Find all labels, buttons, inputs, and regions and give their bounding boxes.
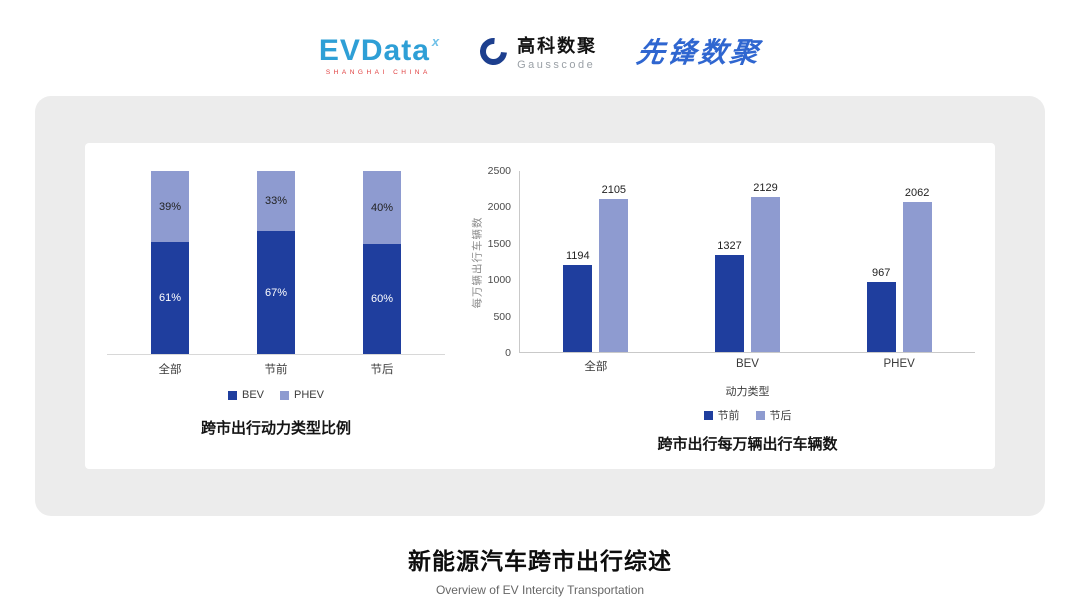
bar-节后 <box>750 197 780 352</box>
evdata-logo-text: EVData x <box>319 26 440 67</box>
category-label: 节后 <box>370 364 394 376</box>
proportion-categories: 全部 节前 节后 <box>107 361 445 377</box>
volume-categories: 全部 BEV PHEV <box>520 358 975 374</box>
gausscode-en-name: Gausscode <box>517 58 596 71</box>
value-label: 1194 <box>566 250 590 263</box>
y-tick-label: 1500 <box>487 237 511 250</box>
footer: 新能源汽车跨市出行综述 Overview of EV Intercity Tra… <box>408 542 672 597</box>
bar-group: 967 2062 <box>866 186 932 352</box>
stacked-bar: 39% 61% <box>151 171 189 354</box>
bar-with-label: 2105 <box>599 183 629 352</box>
category-label: 全部 <box>584 361 608 373</box>
category-label: PHEV <box>883 358 915 370</box>
segment-BEV: 67% <box>257 231 295 354</box>
proportion-plot: 39% 61% 33% 67% 40% 60% <box>107 171 445 355</box>
volume-legend: 节前 节后 <box>520 407 975 423</box>
bar-group: 1327 2129 <box>714 182 780 352</box>
pioneer-logo: 先锋数聚 <box>634 37 764 68</box>
bar-节前 <box>714 255 744 352</box>
bar-节前 <box>563 265 593 352</box>
proportion-chart: 39% 61% 33% 67% 40% 60% 全部 节前 节后 BEV PHEV 跨市出行动力… <box>107 171 445 469</box>
gausscode-logo: 高科数聚 Gausscode <box>474 31 597 71</box>
value-label: 2062 <box>904 186 930 199</box>
value-label: 967 <box>871 266 891 279</box>
legend-label: 节后 <box>769 410 792 422</box>
legend-label: BEV <box>242 389 265 401</box>
chart-card: 39% 61% 33% 67% 40% 60% 全部 节前 节后 BEV PHEV 跨市出行动力… <box>85 143 995 469</box>
legend-item: 节后 <box>755 407 792 423</box>
chart-panel: 39% 61% 33% 67% 40% 60% 全部 节前 节后 BEV PHEV 跨市出行动力… <box>35 96 1045 516</box>
legend-swatch-节前 <box>703 410 713 420</box>
y-tick-label: 2000 <box>487 201 511 214</box>
evdata-logo: EVData x SHANGHAI CHINA <box>319 26 440 76</box>
y-tick-label: 0 <box>505 347 511 359</box>
y-tick-label: 2500 <box>487 165 511 177</box>
segment-PHEV: 39% <box>151 171 189 243</box>
stacked-bar: 33% 67% <box>257 171 295 354</box>
value-label: 2105 <box>601 183 627 196</box>
gausscode-icon <box>474 31 513 71</box>
y-axis-label: 每万辆出行车辆数 <box>471 216 484 308</box>
evdata-kite-icon: x <box>431 34 441 49</box>
legend-swatch-BEV <box>228 390 237 400</box>
page-title: 新能源汽车跨市出行综述 <box>408 548 672 574</box>
y-tick-label: 500 <box>493 310 511 323</box>
volume-plot-area: 每万辆出行车辆数 0 500 1000 1500 2000 2500 1194 2105 13… <box>469 165 975 359</box>
gausscode-logo-text: 高科数聚 Gausscode <box>517 32 597 71</box>
segment-BEV: 61% <box>151 242 189 354</box>
bar-节前 <box>866 281 896 352</box>
legend-label: PHEV <box>294 389 324 401</box>
y-axis-ticks: 0 500 1000 1500 2000 2500 <box>485 165 519 359</box>
segment-PHEV: 33% <box>257 171 295 232</box>
gausscode-cn-name: 高科数聚 <box>517 35 598 56</box>
segment-PHEV: 40% <box>363 171 401 245</box>
y-tick-label: 1000 <box>487 274 511 287</box>
proportion-chart-title: 跨市出行动力类型比例 <box>200 420 351 437</box>
header-logos: EVData x SHANGHAI CHINA 高科数聚 Gausscode 先锋… <box>319 20 764 82</box>
y-axis-label-wrap: 每万辆出行车辆数 <box>469 171 485 353</box>
legend-label: 节前 <box>717 410 740 422</box>
bar-节后 <box>902 201 932 352</box>
volume-plot: 1194 2105 1327 2129 967 2062 <box>519 171 975 353</box>
bar-with-label: 2129 <box>750 182 780 352</box>
volume-chart-title: 跨市出行每万辆出行车辆数 <box>657 436 838 453</box>
stacked-bar: 40% 60% <box>363 171 401 354</box>
legend-item: 节前 <box>703 407 740 423</box>
evdata-logo-subtext: SHANGHAI CHINA <box>325 69 431 76</box>
bar-with-label: 1194 <box>563 250 593 352</box>
value-label: 2129 <box>753 182 778 195</box>
bar-with-label: 1327 <box>714 240 744 352</box>
bar-group: 1194 2105 <box>563 183 629 352</box>
proportion-legend: BEV PHEV <box>107 389 445 401</box>
bar-with-label: 2062 <box>902 186 932 352</box>
x-axis-label: 动力类型 <box>725 386 770 398</box>
legend-item: BEV <box>228 389 264 401</box>
evdata-wordmark: EVData <box>318 34 430 67</box>
category-label: 节前 <box>264 364 288 376</box>
page-subtitle: Overview of EV Intercity Transportation <box>435 583 645 597</box>
value-label: 1327 <box>717 240 742 253</box>
category-label: 全部 <box>158 364 182 376</box>
bar-节后 <box>599 198 629 352</box>
volume-chart: 每万辆出行车辆数 0 500 1000 1500 2000 2500 1194 2105 13… <box>469 165 975 469</box>
category-label: BEV <box>735 358 759 370</box>
segment-BEV: 60% <box>363 244 401 354</box>
bar-with-label: 967 <box>866 266 896 352</box>
legend-swatch-PHEV <box>280 390 290 400</box>
legend-item: PHEV <box>280 389 324 401</box>
legend-swatch-节后 <box>755 410 765 420</box>
